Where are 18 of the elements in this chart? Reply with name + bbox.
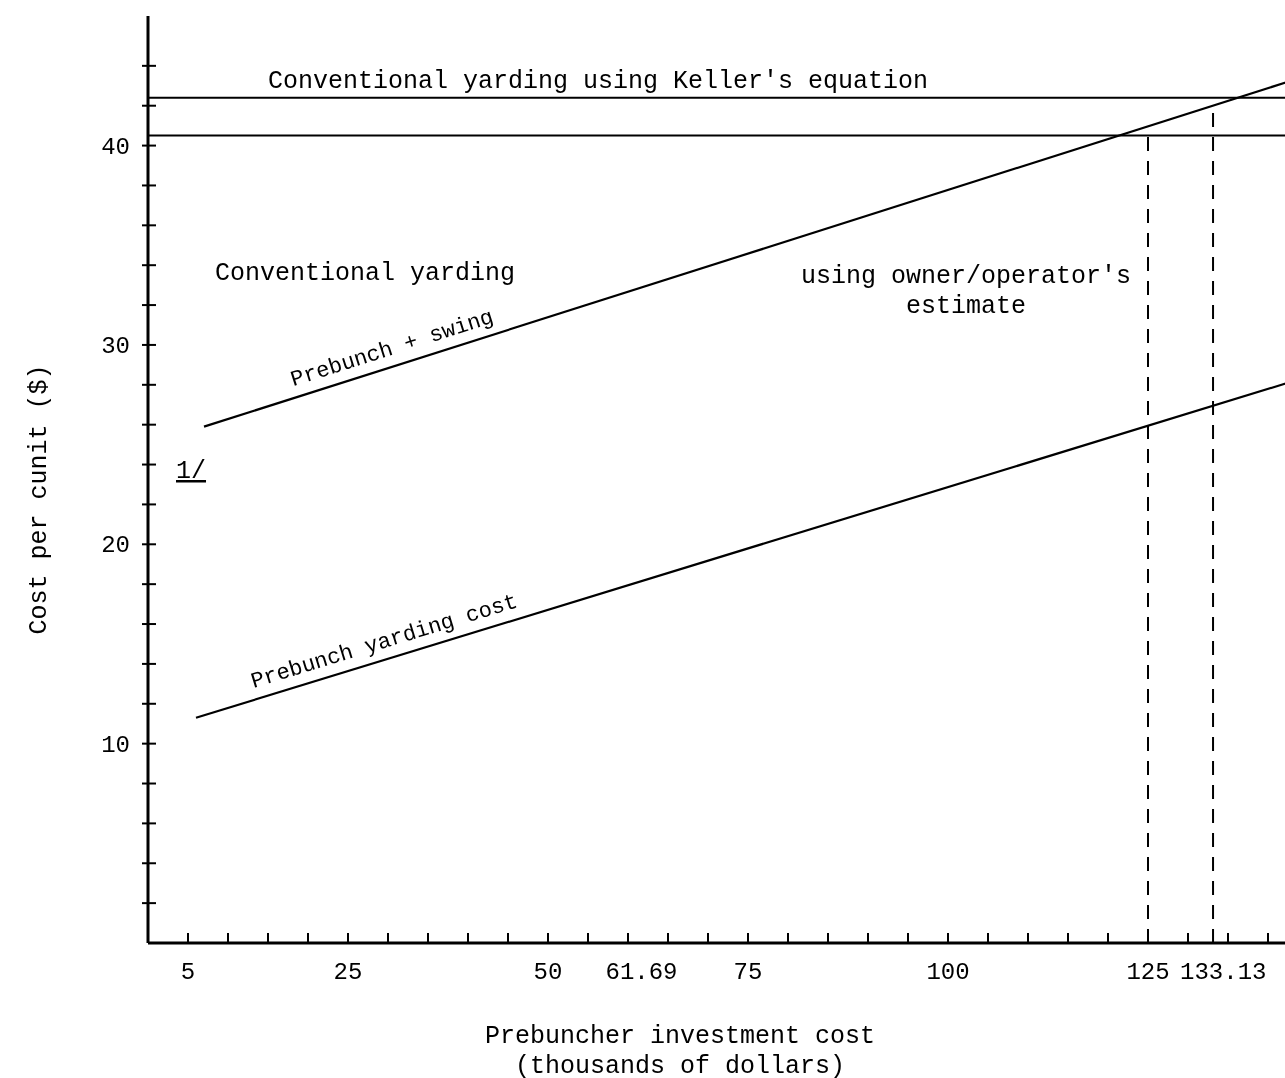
annotation: 1/ <box>176 457 207 486</box>
x-axis-title: Prebuncher investment cost (thousands of dollars) <box>484 1022 876 1078</box>
x-tick-label: 75 <box>733 959 763 986</box>
ref-line-label: Conventional yarding using Keller's equation <box>267 66 929 96</box>
y-tick-label: 10 <box>101 731 130 759</box>
y-tick-label: 30 <box>101 332 130 360</box>
annotation: Conventional yarding <box>214 259 516 288</box>
x-tick-label: 133.13 <box>1180 959 1267 986</box>
y-tick-label: 40 <box>101 133 130 161</box>
x-tick-label: 125 <box>1126 959 1170 986</box>
annotation: using owner/operator's estimate <box>800 262 1132 321</box>
y-tick-label: 20 <box>101 532 130 560</box>
y-axis-title: Cost per cunit ($) <box>25 364 54 635</box>
x-tick-label: 100 <box>926 959 970 986</box>
x-tick-label: 61.69 <box>605 959 678 986</box>
x-tick-label: 25 <box>333 959 363 986</box>
x-tick-label: 5 <box>180 959 196 986</box>
x-tick-label: 50 <box>533 959 563 986</box>
